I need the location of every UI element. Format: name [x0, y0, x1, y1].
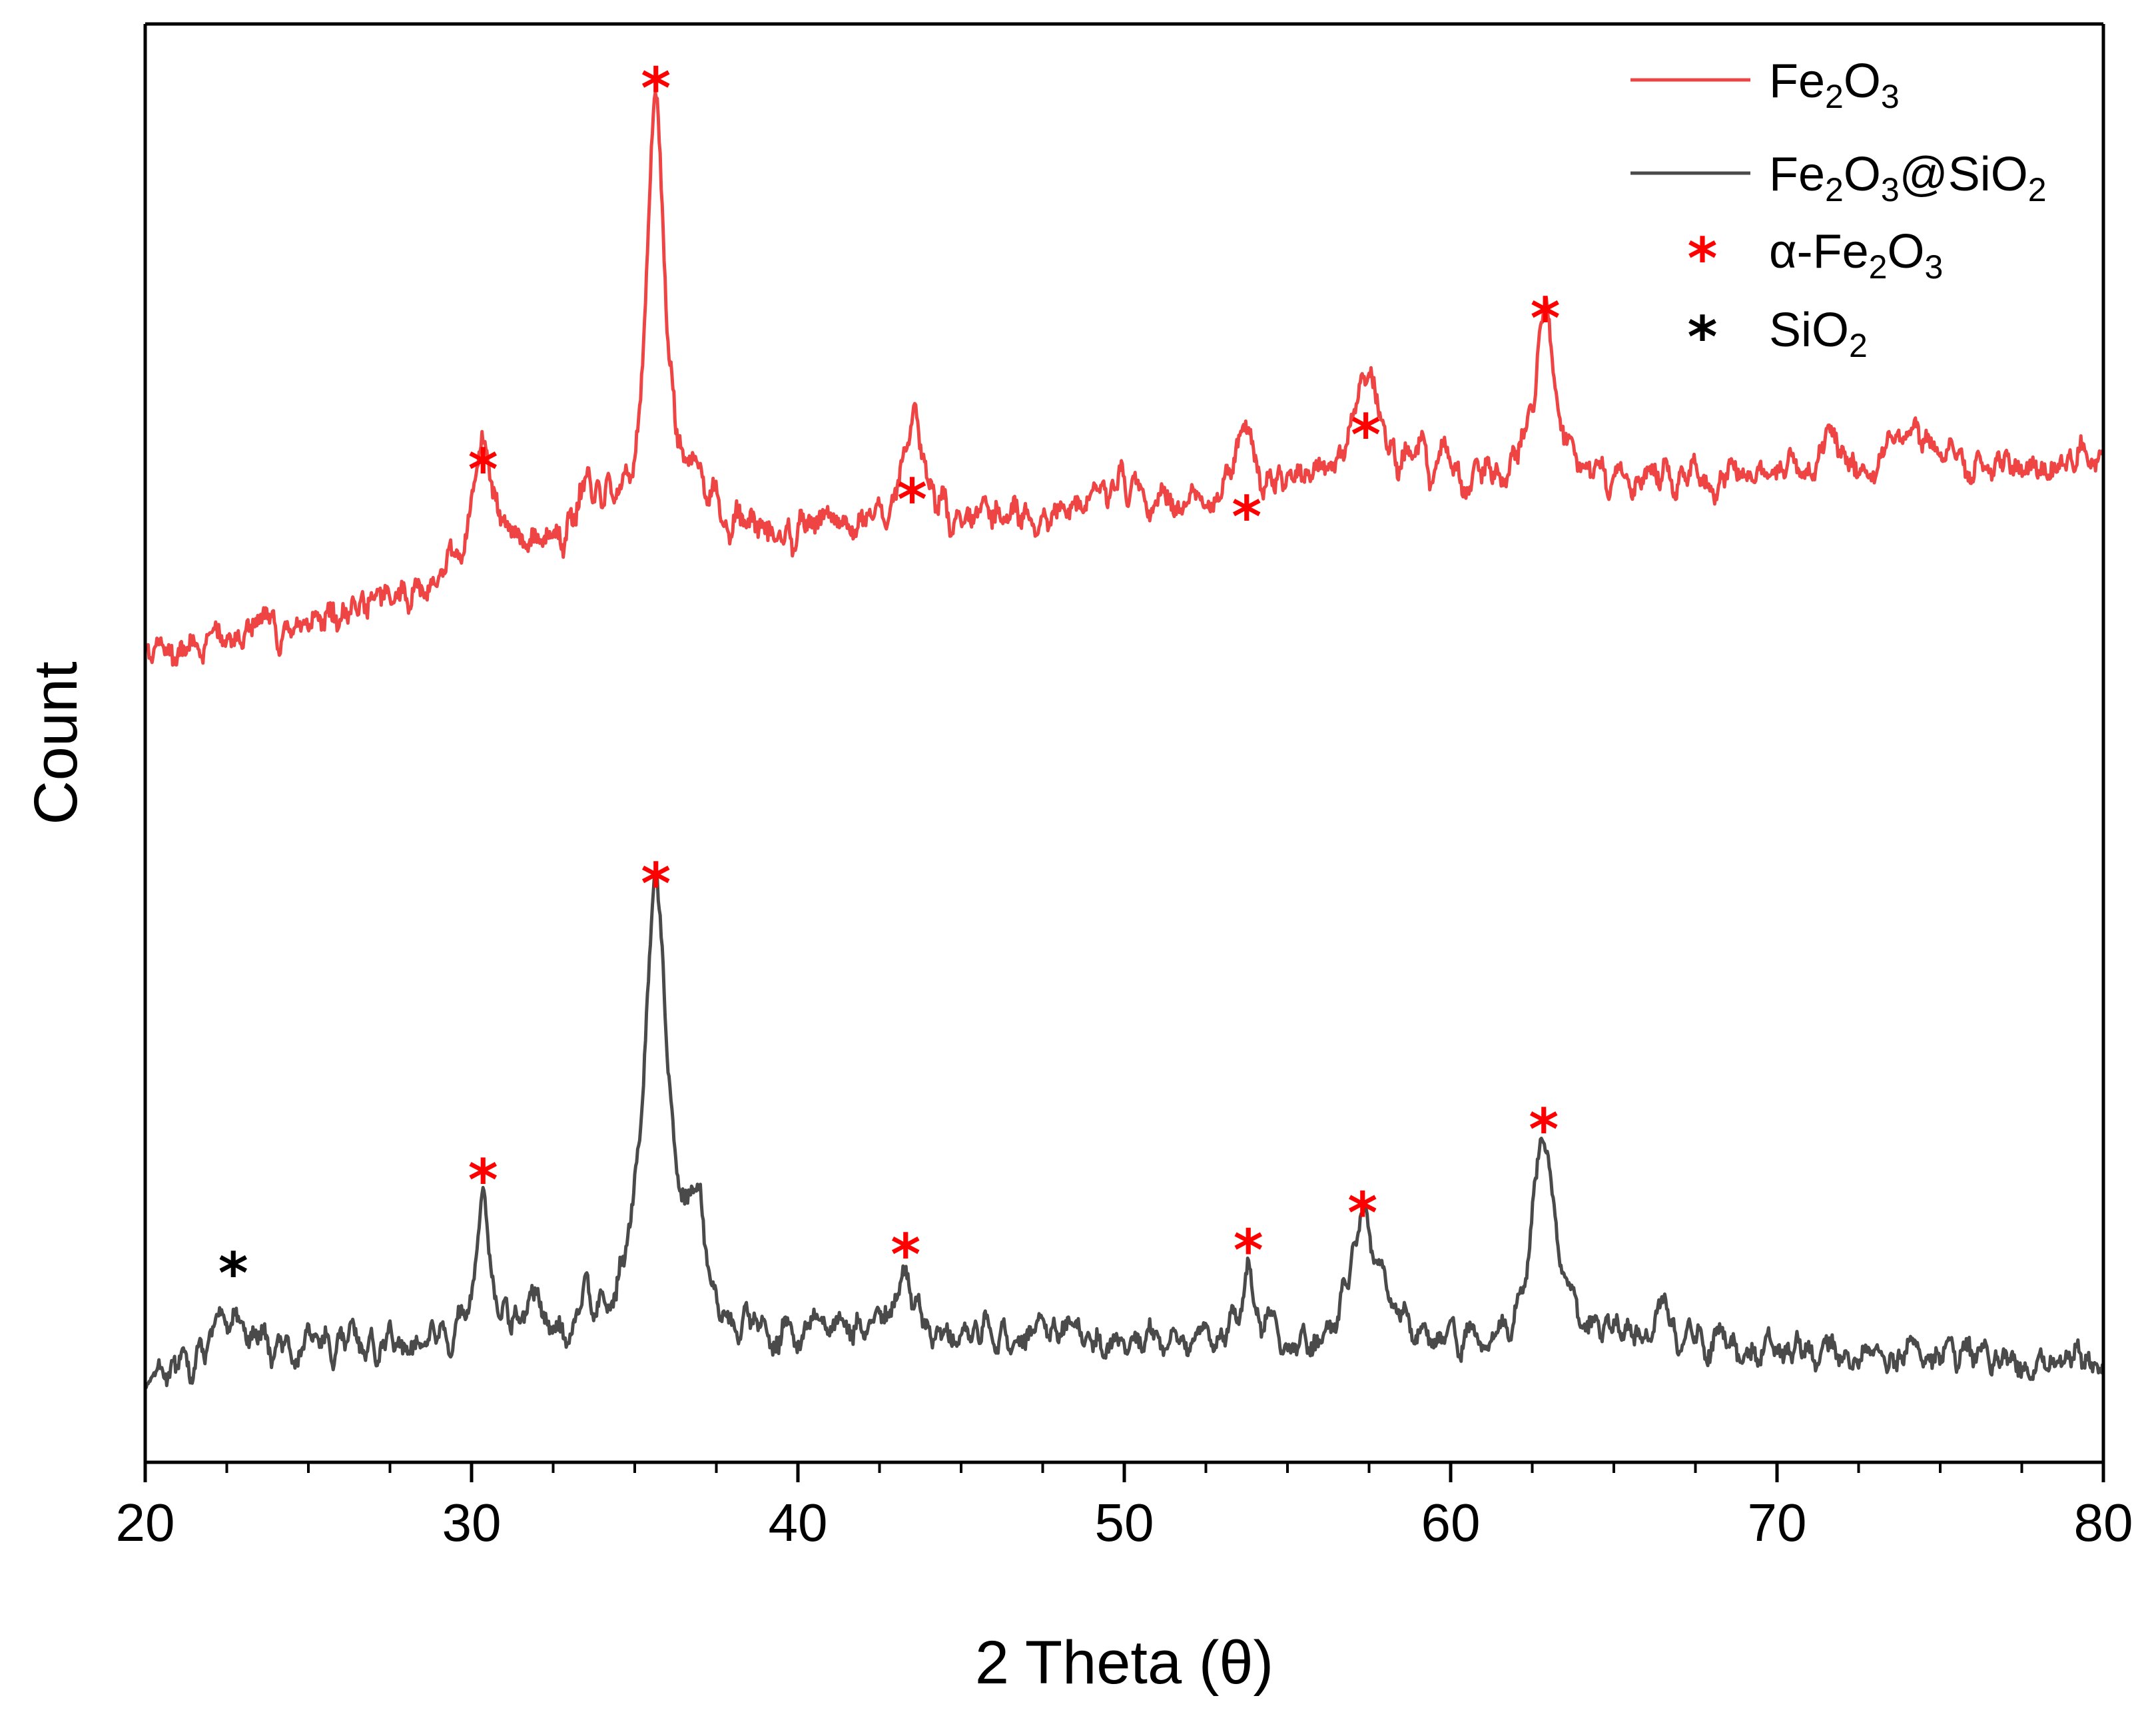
- peak-marker-alpha-fe2o3: *: [1351, 402, 1381, 469]
- peak-marker-alpha-fe2o3: *: [468, 437, 498, 503]
- x-tick-label: 30: [442, 1493, 502, 1552]
- x-tick-label: 70: [1748, 1493, 1807, 1552]
- peak-marker-alpha-fe2o3: *: [1232, 484, 1261, 551]
- peak-marker-alpha-fe2o3: *: [641, 851, 671, 918]
- xrd-chart: * * * * * * * * * * * * * 20 30 40 50 60 70 80 2 Theta (θ) C…: [0, 0, 2156, 1710]
- peak-marker-alpha-fe2o3: *: [1529, 1097, 1559, 1163]
- legend-label: Fe2O3@SiO2: [1769, 148, 2047, 208]
- peak-marker-alpha-fe2o3: *: [1234, 1218, 1263, 1284]
- x-tick-label: 40: [769, 1493, 828, 1552]
- x-tick-label: 20: [116, 1493, 175, 1552]
- legend-label: α-Fe2O3: [1769, 225, 1943, 286]
- peak-marker-alpha-fe2o3: *: [891, 1222, 920, 1288]
- peak-marker-alpha-fe2o3: *: [1531, 286, 1561, 352]
- x-tick-label: 60: [1421, 1493, 1481, 1552]
- x-tick-label: 50: [1095, 1493, 1154, 1552]
- x-axis-label: 2 Theta (θ): [975, 1629, 1273, 1697]
- peak-marker-alpha-fe2o3: *: [641, 55, 671, 122]
- peak-marker-alpha-fe2o3: *: [1347, 1181, 1377, 1247]
- peak-marker-sio2: *: [218, 1241, 248, 1307]
- y-axis-label: Count: [22, 661, 90, 825]
- peak-marker-alpha-fe2o3: *: [468, 1147, 498, 1214]
- legend-swatch-star: *: [1688, 226, 1718, 292]
- legend-swatch-star: *: [1688, 304, 1718, 371]
- peak-marker-alpha-fe2o3: *: [897, 467, 927, 533]
- x-tick-label: 80: [2074, 1493, 2133, 1552]
